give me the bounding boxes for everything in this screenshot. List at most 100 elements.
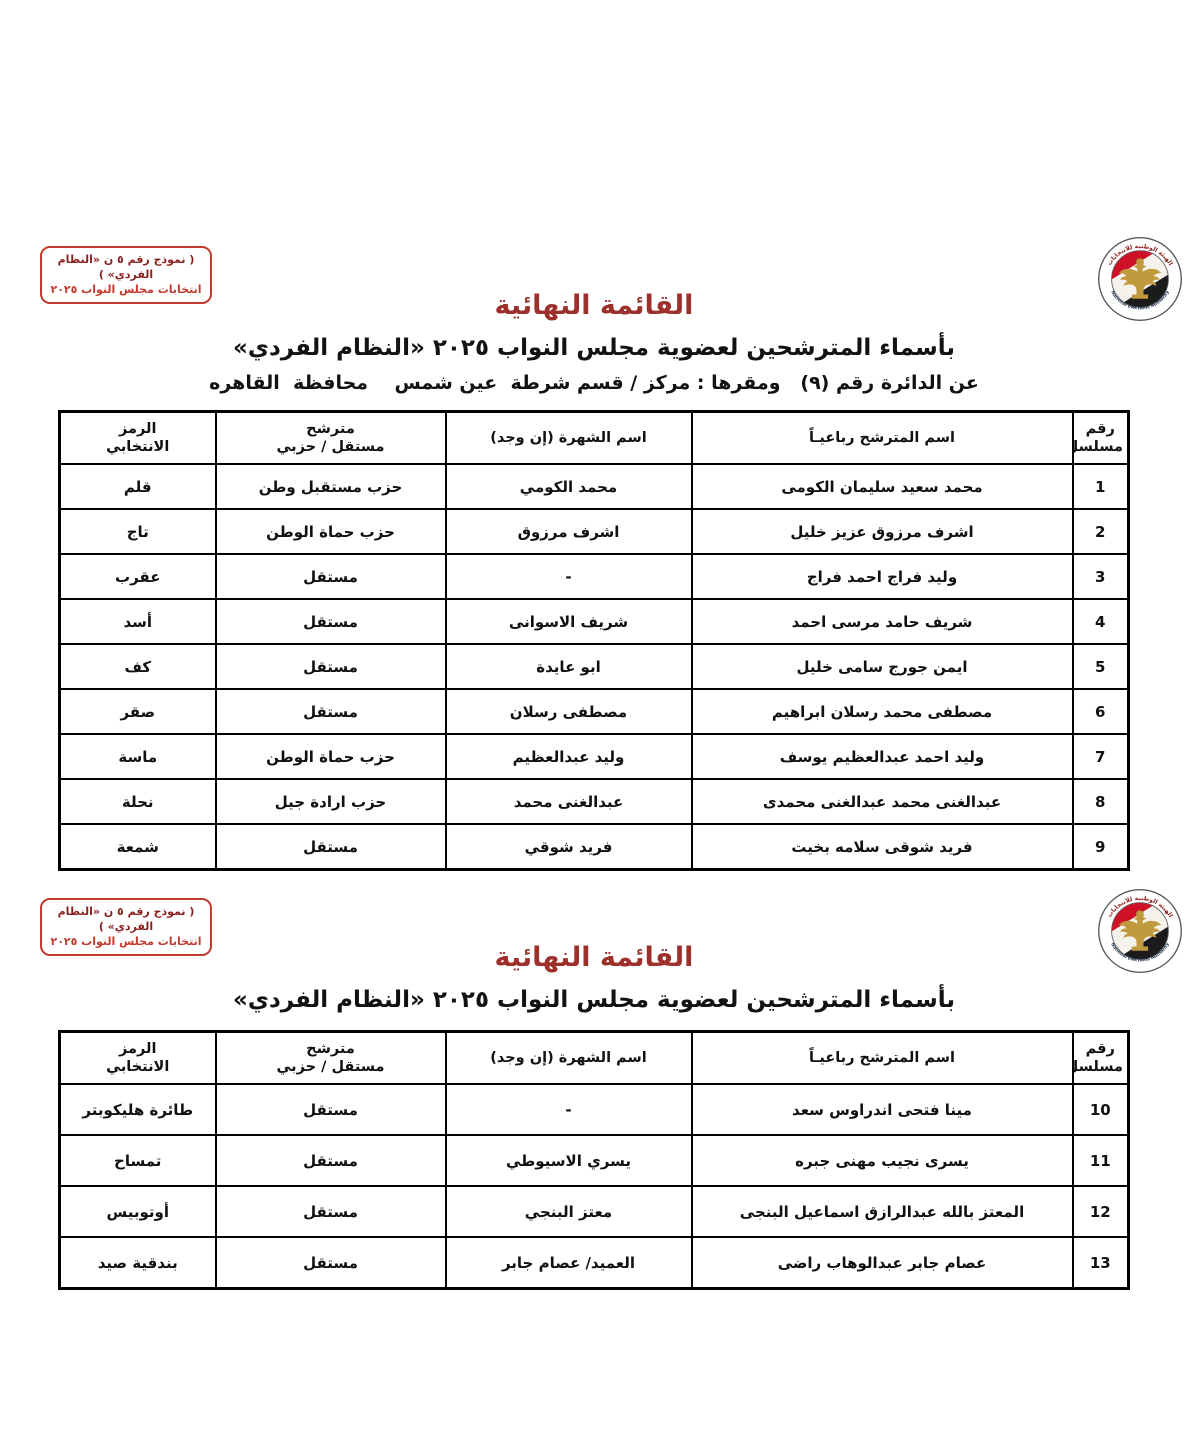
form-number-line: ( نموذج رقم ٥ ن «النظام الفردي» ) (57, 253, 195, 281)
list-subtitle: بأسماء المترشحين لعضوية مجلس النواب ٢٠٢٥… (233, 335, 955, 361)
form-number-box: ( نموذج رقم ٥ ن «النظام الفردي» ) انتخاب… (40, 246, 212, 304)
party-status-cell: حزب حماة الوطن (214, 733, 447, 780)
electoral-symbol-cell: تاج (58, 508, 217, 555)
fame-name-cell: وليد عبدالعظيم (444, 733, 693, 780)
election-year-line: انتخابات مجلس النواب ٢٠٢٥ (50, 934, 202, 948)
fame-name-cell: يسري الاسيوطي (444, 1134, 693, 1187)
party-status-cell: حزب حماة الوطن (214, 508, 447, 555)
fame-name-cell: مصطفى رسلان (444, 688, 693, 735)
serial-number-cell: 2 (1071, 508, 1130, 555)
nea-authority-logo-icon: الهيئة الوطنية للانتخابات National Elect… (1097, 236, 1183, 322)
candidate-name-cell: محمد سعيد سليمان الكومى (690, 463, 1074, 510)
serial-number-cell: 5 (1071, 643, 1130, 690)
candidate-name-cell: مينا فتحى اندراوس سعد (690, 1083, 1074, 1136)
final-list-title: القائمة النهائية (494, 942, 694, 973)
party-status-cell: مستقل (214, 1236, 447, 1290)
header-fame-name: اسم الشهرة (إن وجد) (444, 1030, 693, 1085)
party-status-cell: مستقل (214, 1185, 447, 1238)
electoral-symbol-cell: شمعة (58, 823, 217, 871)
candidate-name-cell: اشرف مرزوق عزيز خليل (690, 508, 1074, 555)
table-row: 3 وليد فراج احمد فراج - مستقل عقرب (58, 553, 1130, 600)
fame-name-cell: شريف الاسوانى (444, 598, 693, 645)
header-electoral-symbol: الرمز الانتخابي (58, 410, 217, 465)
electoral-symbol-cell: أوتوبيس (58, 1185, 217, 1238)
fame-name-cell: ابو عايدة (444, 643, 693, 690)
serial-number-cell: 6 (1071, 688, 1130, 735)
party-status-cell: مستقل (214, 553, 447, 600)
fame-name-cell: - (444, 553, 693, 600)
electoral-symbol-cell: بندقية صيد (58, 1236, 217, 1290)
table-header-row: رقم مسلسل اسم المترشح رباعيـاً اسم الشهر… (58, 410, 1130, 465)
fame-name-cell: العميد/ عصام جابر (444, 1236, 693, 1290)
fame-name-cell: - (444, 1083, 693, 1136)
serial-number-cell: 13 (1071, 1236, 1130, 1290)
table-row: 7 وليد احمد عبدالعظيم يوسف وليد عبدالعظيم ح… (58, 733, 1130, 780)
table-row: 12 المعتز بالله عبدالرازق اسماعيل البنجى م… (58, 1185, 1130, 1238)
final-list-section-1: ( نموذج رقم ٥ ن «النظام الفردي» ) انتخاب… (0, 236, 1188, 886)
candidate-name-cell: يسرى نجيب مهنى جبره (690, 1134, 1074, 1187)
candidate-name-cell: فريد شوقى سلامه بخيت (690, 823, 1074, 871)
election-year-line: انتخابات مجلس النواب ٢٠٢٥ (50, 282, 202, 296)
electoral-symbol-cell: ماسة (58, 733, 217, 780)
fame-name-cell: اشرف مرزوق (444, 508, 693, 555)
table-header-row: رقم مسلسل اسم المترشح رباعيـاً اسم الشهر… (58, 1030, 1130, 1085)
header-serial: رقم مسلسل (1071, 410, 1130, 465)
serial-number-cell: 1 (1071, 463, 1130, 510)
candidate-name-cell: مصطفى محمد رسلان ابراهيم (690, 688, 1074, 735)
candidates-table-1: رقم مسلسل اسم المترشح رباعيـاً اسم الشهر… (58, 410, 1130, 871)
party-status-cell: مستقل (214, 688, 447, 735)
serial-number-cell: 10 (1071, 1083, 1130, 1136)
party-status-cell: حزب ارادة جيل (214, 778, 447, 825)
form-number-line: ( نموذج رقم ٥ ن «النظام الفردي» ) (57, 905, 195, 933)
candidates-table-2: رقم مسلسل اسم المترشح رباعيـاً اسم الشهر… (58, 1030, 1130, 1290)
electoral-symbol-cell: طائرة هليكوبتر (58, 1083, 217, 1136)
party-status-cell: مستقل (214, 643, 447, 690)
header-electoral-symbol: الرمز الانتخابي (58, 1030, 217, 1085)
electoral-symbol-cell: تمساح (58, 1134, 217, 1187)
serial-number-cell: 3 (1071, 553, 1130, 600)
serial-number-cell: 9 (1071, 823, 1130, 871)
district-line: عن الدائرة رقم (٩) ومقرها : مركز / قسم ش… (209, 372, 979, 394)
electoral-symbol-cell: نحلة (58, 778, 217, 825)
table-row: 10 مينا فتحى اندراوس سعد - مستقل طائرة هليكو… (58, 1083, 1130, 1136)
electoral-symbol-cell: كف (58, 643, 217, 690)
table-row: 4 شريف حامد مرسى احمد شريف الاسوانى مستقل أس… (58, 598, 1130, 645)
header-candidate-name: اسم المترشح رباعيـاً (690, 1030, 1074, 1085)
candidate-name-cell: ايمن جورج سامى خليل (690, 643, 1074, 690)
table-row: 11 يسرى نجيب مهنى جبره يسري الاسيوطي مستقل ت… (58, 1134, 1130, 1187)
header-serial: رقم مسلسل (1071, 1030, 1130, 1085)
candidate-name-cell: عبدالغنى محمد عبدالغنى محمدى (690, 778, 1074, 825)
electoral-symbol-cell: أسد (58, 598, 217, 645)
table-row: 9 فريد شوقى سلامه بخيت فريد شوقي مستقل شمعة (58, 823, 1130, 871)
final-list-section-2: ( نموذج رقم ٥ ن «النظام الفردي» ) انتخاب… (0, 888, 1188, 1310)
serial-number-cell: 7 (1071, 733, 1130, 780)
nea-authority-logo-icon: الهيئة الوطنية للانتخابات National Elect… (1097, 888, 1183, 974)
candidate-name-cell: المعتز بالله عبدالرازق اسماعيل البنجى (690, 1185, 1074, 1238)
table-row: 2 اشرف مرزوق عزيز خليل اشرف مرزوق حزب حماة … (58, 508, 1130, 555)
eagle-icon (1118, 258, 1162, 299)
serial-number-cell: 8 (1071, 778, 1130, 825)
party-status-cell: حزب مستقبل وطن (214, 463, 447, 510)
candidate-name-cell: شريف حامد مرسى احمد (690, 598, 1074, 645)
serial-number-cell: 12 (1071, 1185, 1130, 1238)
electoral-symbol-cell: صقر (58, 688, 217, 735)
header-party-status: مترشح مستقل / حزبي (214, 410, 447, 465)
table-row: 6 مصطفى محمد رسلان ابراهيم مصطفى رسلان مستق… (58, 688, 1130, 735)
fame-name-cell: فريد شوقي (444, 823, 693, 871)
candidate-name-cell: وليد فراج احمد فراج (690, 553, 1074, 600)
serial-number-cell: 4 (1071, 598, 1130, 645)
eagle-icon (1118, 910, 1162, 951)
party-status-cell: مستقل (214, 1134, 447, 1187)
table-row: 1 محمد سعيد سليمان الكومى محمد الكومي حزب م… (58, 463, 1130, 510)
party-status-cell: مستقل (214, 598, 447, 645)
list-subtitle: بأسماء المترشحين لعضوية مجلس النواب ٢٠٢٥… (233, 987, 955, 1013)
electoral-symbol-cell: قلم (58, 463, 217, 510)
fame-name-cell: عبدالغنى محمد (444, 778, 693, 825)
form-number-box: ( نموذج رقم ٥ ن «النظام الفردي» ) انتخاب… (40, 898, 212, 956)
electoral-symbol-cell: عقرب (58, 553, 217, 600)
header-fame-name: اسم الشهرة (إن وجد) (444, 410, 693, 465)
header-party-status: مترشح مستقل / حزبي (214, 1030, 447, 1085)
party-status-cell: مستقل (214, 823, 447, 871)
final-list-title: القائمة النهائية (494, 290, 694, 321)
